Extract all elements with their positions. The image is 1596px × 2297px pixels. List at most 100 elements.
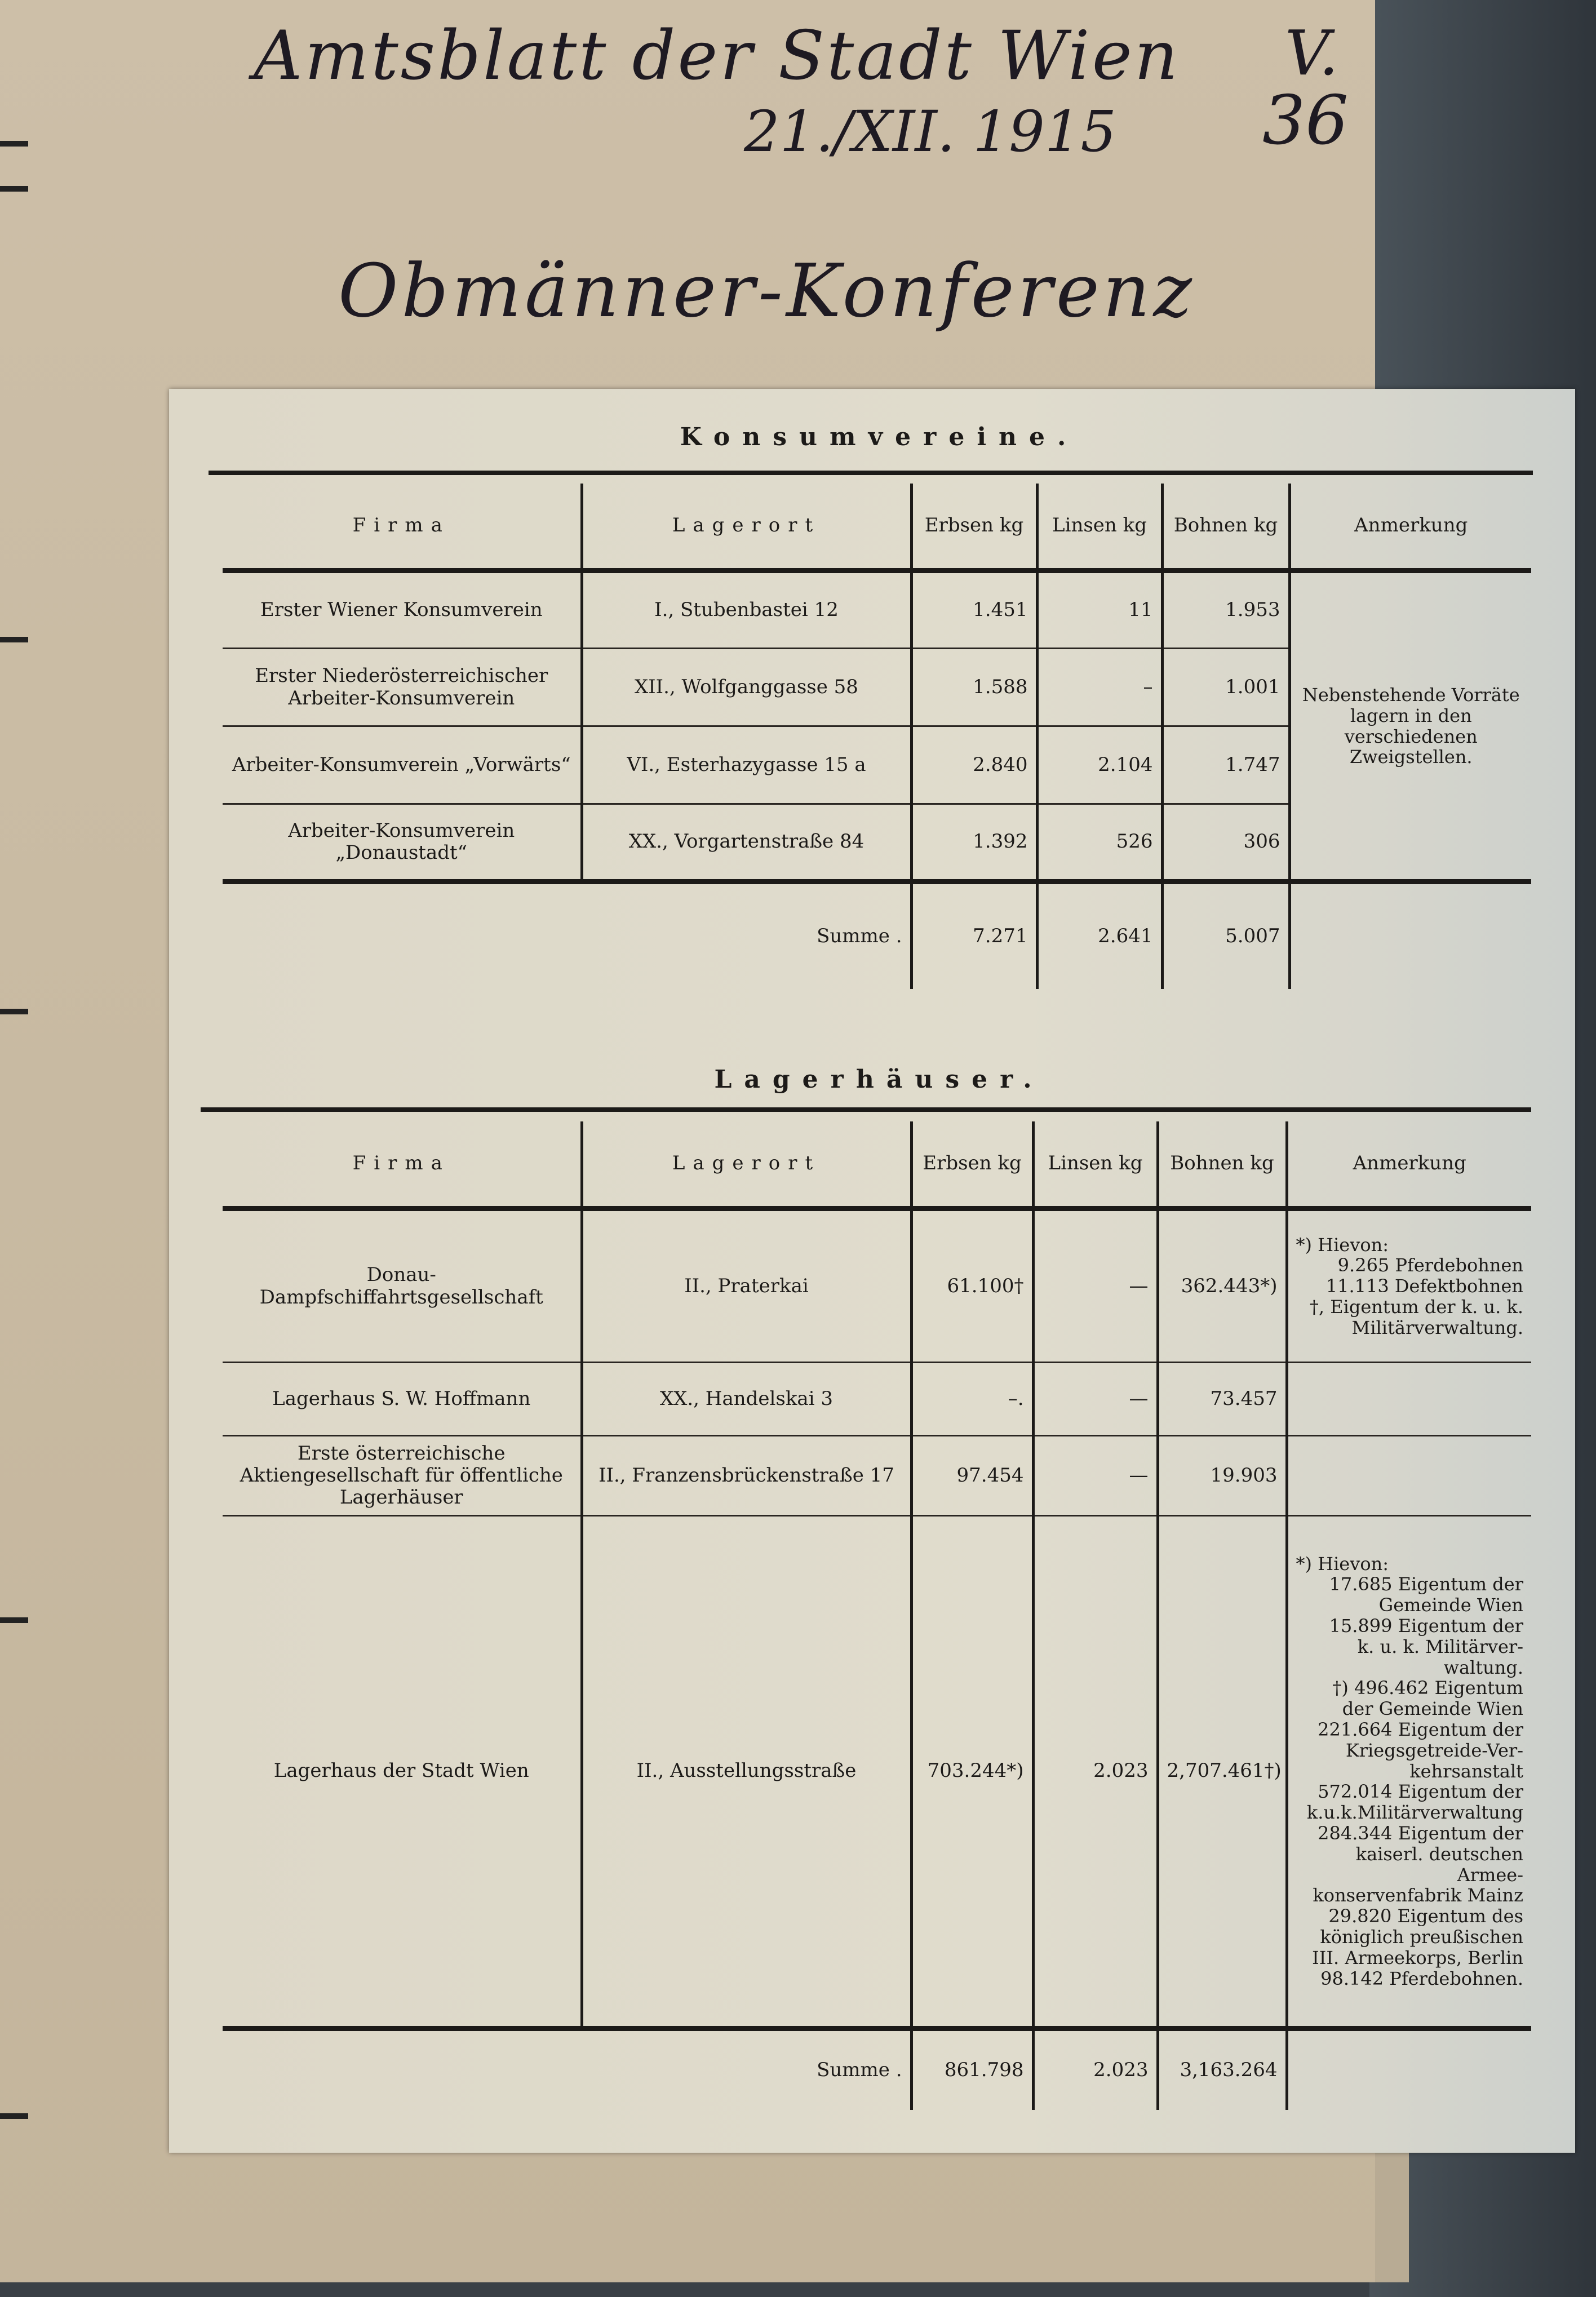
bohnen-cell: 1.953 — [1160, 570, 1289, 649]
header-erbsen: Erbsen kg — [910, 484, 1037, 573]
table-row: Donau-Dampfschiffahrtsgesellschaft II., P… — [223, 1208, 1531, 1363]
handwritten-number: 36 — [1262, 82, 1349, 160]
bohnen-cell: 19.903 — [1156, 1435, 1287, 1516]
empty-cell — [1288, 879, 1531, 989]
erbsen-cell: 1.392 — [910, 804, 1037, 883]
firma-cell: Erster Niederösterreichischer Arbeiter-K… — [223, 648, 582, 727]
note-line: *) Hievon: — [1296, 1553, 1389, 1575]
header-linsen: Linsen kg — [1031, 1121, 1158, 1211]
bohnen-cell: 362.443*) — [1156, 1208, 1287, 1363]
note-line: 11.113 Defektbohnen — [1325, 1275, 1523, 1297]
table-row: Arbeiter-Konsumverein „Vorwärts“ VI., Est… — [223, 726, 1531, 805]
rule — [201, 1107, 1531, 1112]
note-line: 572.014 Eigentum der — [1318, 1781, 1523, 1803]
anmerkung-cell: Nebenstehende Vorräte lagern in den vers… — [1288, 570, 1531, 882]
erbsen-cell: 703.244*) — [910, 1515, 1033, 2029]
table-row: Lagerhaus S. W. Hoffmann XX., Handelskai … — [223, 1362, 1531, 1436]
note-line: kaiserl. deutschen Armee- — [1355, 1843, 1523, 1886]
note-line: königlich preußischen — [1320, 1926, 1523, 1948]
sum-label: Summe . — [582, 2026, 911, 2110]
note-line: 29.820 Eigentum des — [1328, 1905, 1523, 1927]
firma-cell: Arbeiter-Konsumverein „Donaustadt“ — [223, 804, 582, 883]
header-anmerkung: Anmerkung — [1285, 1121, 1531, 1211]
sum-label: Summe . — [582, 879, 911, 989]
header-anmerkung: Anmerkung — [1288, 484, 1531, 573]
header-linsen: Linsen kg — [1035, 484, 1162, 573]
linsen-cell: 2.104 — [1035, 726, 1162, 805]
bohnen-cell: 73.457 — [1156, 1362, 1287, 1436]
note-line: 17.685 Eigentum der — [1329, 1573, 1523, 1595]
table-row: Arbeiter-Konsumverein „Donaustadt“ XX., V… — [223, 804, 1531, 883]
binding-mark — [0, 141, 28, 147]
lagerort-cell: XX., Handelskai 3 — [580, 1362, 911, 1436]
bohnen-cell: 1.001 — [1160, 648, 1289, 727]
header-bohnen: Bohnen kg — [1156, 1121, 1287, 1211]
erbsen-cell: 1.451 — [910, 570, 1037, 649]
handwritten-title: Amtsblatt der Stadt Wien — [254, 17, 1180, 95]
header-firma: Firma — [223, 484, 582, 573]
handwritten-volume: V. — [1285, 17, 1339, 89]
erbsen-cell: 1.588 — [910, 648, 1037, 727]
header-firma: Firma — [223, 1121, 582, 1211]
binding-mark — [0, 2113, 28, 2119]
section-title-konsumvereine: Konsumvereine. — [680, 423, 1079, 451]
bohnen-cell: 1.747 — [1160, 726, 1289, 805]
handwritten-subject: Obmänner-Konferenz — [338, 248, 1195, 334]
note-line: 98.142 Pferdebohnen. — [1320, 1967, 1523, 1989]
note-line: Kriegsgetreide-Ver- — [1345, 1739, 1523, 1761]
linsen-cell: – — [1035, 648, 1162, 727]
table-row: Lagerhaus der Stadt Wien II., Ausstellung… — [223, 1515, 1531, 2029]
header-lagerort: Lagerort — [580, 484, 911, 573]
linsen-cell: — — [1031, 1435, 1158, 1516]
binding-mark — [0, 637, 28, 642]
erbsen-cell: –. — [910, 1362, 1033, 1436]
bohnen-cell: 2,707.461†) — [1156, 1515, 1287, 2029]
empty-cell — [223, 2026, 582, 2110]
sum-row: Summe . 7.271 2.641 5.007 — [223, 879, 1531, 989]
erbsen-cell: 2.840 — [910, 726, 1037, 805]
note-line: waltung. — [1443, 1656, 1523, 1678]
firma-cell: Lagerhaus der Stadt Wien — [223, 1515, 582, 2029]
anmerkung-cell: *) Hievon: 9.265 Pferdebohnen 11.113 Defek… — [1285, 1208, 1531, 1363]
lagerort-cell: XX., Vorgartenstraße 84 — [580, 804, 911, 883]
note-line: III. Armeekorps, Berlin — [1312, 1946, 1523, 1968]
firma-cell: Erster Wiener Konsumverein — [223, 570, 582, 649]
linsen-cell: 11 — [1035, 570, 1162, 649]
lagerort-cell: II., Ausstellungsstraße — [580, 1515, 911, 2029]
sum-linsen: 2.023 — [1031, 2026, 1158, 2110]
note-line: konservenfabrik Mainz — [1313, 1884, 1523, 1906]
backing-sheet-edge — [1375, 2153, 1409, 2282]
note-line: Militärverwaltung. — [1351, 1316, 1523, 1338]
erbsen-cell: 61.100† — [910, 1208, 1033, 1363]
note-line: 9.265 Pferdebohnen — [1337, 1254, 1523, 1276]
table-row: Erster Niederösterreichischer Arbeiter-K… — [223, 648, 1531, 727]
lagerort-cell: II., Franzensbrückenstraße 17 — [580, 1435, 911, 1516]
note-line: der Gemeinde Wien — [1342, 1698, 1523, 1720]
lagerort-cell: I., Stubenbastei 12 — [580, 570, 911, 649]
note-line: *) Hievon: — [1296, 1234, 1389, 1256]
sum-linsen: 2.641 — [1035, 879, 1162, 989]
note-line: Gemeinde Wien — [1378, 1594, 1523, 1616]
note-line: 15.899 Eigentum der — [1329, 1615, 1523, 1637]
linsen-cell: 526 — [1035, 804, 1162, 883]
binding-mark — [0, 1617, 28, 1623]
note-line: †) 496.462 Eigentum — [1332, 1677, 1523, 1699]
section-title-lagerhaeuser: Lagerhäuser. — [714, 1065, 1044, 1094]
table-row: Erste österreichische Aktiengesellschaft… — [223, 1435, 1531, 1516]
lagerort-cell: VI., Esterhazygasse 15 a — [580, 726, 911, 805]
sum-erbsen: 861.798 — [910, 2026, 1033, 2110]
note-line: kehrsanstalt — [1409, 1760, 1523, 1782]
firma-cell: Erste österreichische Aktiengesellschaft… — [223, 1435, 582, 1516]
anmerkung-cell — [1285, 1362, 1531, 1436]
bohnen-cell: 306 — [1160, 804, 1289, 883]
binding-mark — [0, 1009, 28, 1014]
anmerkung-cell — [1285, 1435, 1531, 1516]
sum-row: Summe . 861.798 2.023 3,163.264 — [223, 2026, 1531, 2110]
erbsen-cell: 97.454 — [910, 1435, 1033, 1516]
note-line: 221.664 Eigentum der — [1318, 1719, 1523, 1740]
anmerkung-cell: *) Hievon: 17.685 Eigentum der Gemeinde Wi… — [1285, 1515, 1531, 2029]
sum-bohnen: 3,163.264 — [1156, 2026, 1287, 2110]
note-line: k. u. k. Militärver- — [1357, 1635, 1523, 1657]
header-erbsen: Erbsen kg — [910, 1121, 1033, 1211]
lagerhaeuser-table: Firma Lagerort Erbsen kg Linsen kg Bohne… — [223, 1121, 1531, 2110]
